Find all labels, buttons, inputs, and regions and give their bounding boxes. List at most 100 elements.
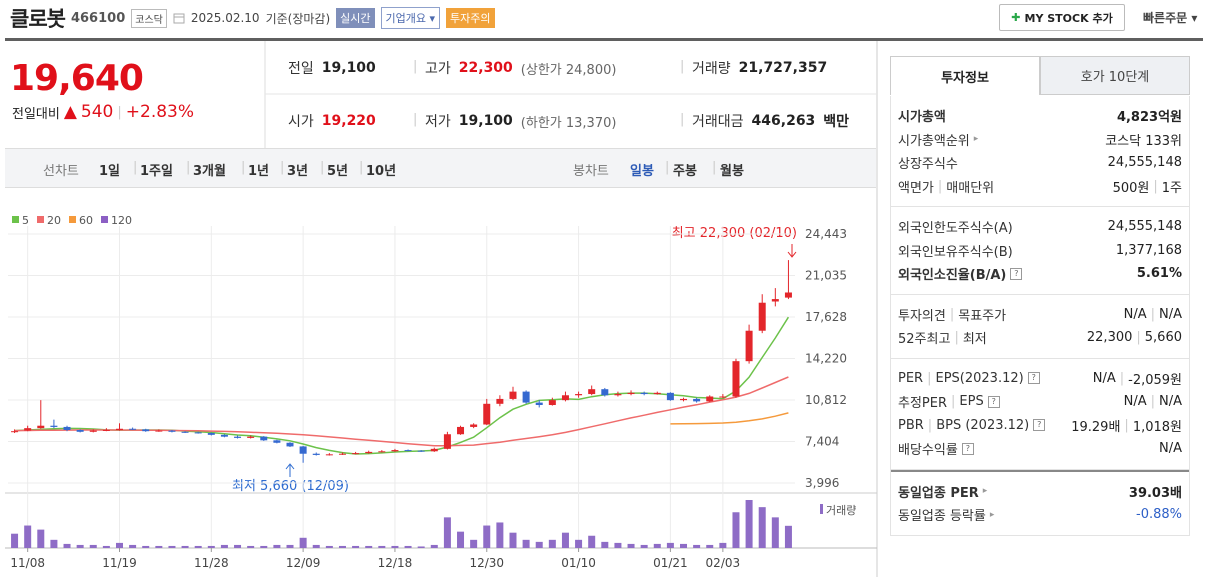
info-label: 투자의견 — [898, 308, 946, 324]
candle-body — [286, 442, 294, 447]
legend-swatch — [69, 216, 76, 223]
stock-name: 클로봇 — [10, 7, 66, 31]
info-value: N/A — [1159, 441, 1182, 457]
separator: | — [927, 370, 932, 386]
badge[interactable]: 투자주의 — [446, 8, 495, 28]
volume-bar — [234, 544, 242, 548]
quote-value: 22,300 — [458, 60, 513, 76]
candle-body — [194, 432, 202, 434]
info-label: 외국인한도주식수(A) — [898, 221, 1013, 237]
info-label: 최저 — [962, 332, 987, 348]
top-rule — [5, 38, 1203, 41]
volume-bar — [483, 525, 491, 548]
volume-legend-swatch — [820, 504, 823, 514]
quick-order[interactable]: 빠른주문 ▾ — [1143, 11, 1198, 25]
help-icon[interactable]: ? — [961, 442, 974, 455]
quote-cell: 거래량 21,727,357 — [692, 58, 827, 78]
info-value-wrap: 1,377,168 — [1116, 243, 1182, 258]
period-tab[interactable]: 10년 — [366, 164, 397, 179]
price: 19,640 — [10, 58, 144, 99]
link-icon[interactable]: ▸ — [989, 509, 995, 520]
period-tab[interactable]: 3개월 — [193, 164, 226, 179]
candle-body — [76, 429, 84, 432]
info-value: 500원 — [1112, 180, 1150, 196]
period-tab[interactable]: 주봉 — [673, 164, 697, 179]
volume-bar — [365, 545, 373, 548]
quote-value: 19,220 — [321, 113, 376, 129]
period-tab[interactable]: 1년 — [248, 164, 270, 179]
separator: | — [186, 160, 191, 175]
candle-body — [430, 448, 438, 452]
candle-body — [181, 431, 189, 433]
legend-label: 20 — [47, 214, 61, 227]
tab-group-label: 봉차트 — [573, 164, 609, 179]
up-icon: ▲ — [63, 102, 77, 122]
candle-body — [522, 391, 530, 403]
help-icon[interactable]: ? — [987, 395, 1000, 408]
info-value: 19.29배 — [1071, 419, 1121, 435]
info-value-wrap: N/A | N/A — [1124, 394, 1182, 409]
separator: | — [712, 160, 717, 175]
candle-body — [234, 436, 242, 438]
info-row: 동일업종 PER ▸ 39.03배 — [898, 480, 1182, 504]
tab[interactable]: 투자정보 — [890, 56, 1040, 95]
badge[interactable]: 기업개요 ▾ — [380, 7, 441, 29]
volume-bar — [614, 542, 622, 548]
y-tick-label: 24,443 — [805, 227, 847, 241]
market: 코스닥 — [131, 8, 167, 28]
candle-body — [601, 389, 609, 396]
info-label-wrap: 외국인한도주식수(A) — [898, 217, 1013, 236]
legend-label: 60 — [79, 214, 93, 227]
info-value: N/A — [1123, 306, 1147, 322]
period-tab[interactable]: 1일 — [99, 164, 121, 179]
volume-bar — [653, 543, 661, 548]
volume-legend-label: 거래량 — [826, 504, 856, 517]
volume-bar — [89, 544, 97, 548]
info-value-wrap: -0.88% — [1136, 507, 1182, 522]
volume-bar — [129, 544, 137, 548]
candle-body — [391, 450, 399, 452]
candle-body — [719, 396, 727, 398]
help-icon[interactable]: ? — [1027, 372, 1040, 385]
badge[interactable]: 실시간 — [336, 8, 375, 28]
candle-body — [102, 429, 110, 431]
link-icon[interactable]: ▸ — [973, 134, 979, 145]
help-icon[interactable]: ? — [1033, 419, 1046, 432]
period-tab[interactable]: 3년 — [287, 164, 309, 179]
volume-bar — [142, 545, 150, 548]
info-value: 24,555,148 — [1107, 155, 1182, 171]
volume-bar — [286, 544, 294, 548]
period-tab[interactable]: 1주일 — [140, 164, 173, 179]
info-row: 상장주식수 24,555,148 — [898, 151, 1182, 175]
link-icon[interactable]: ▸ — [982, 486, 988, 497]
info-label-wrap: 액면가 | 매매단위 — [898, 177, 994, 196]
my-stock-button[interactable]: ✚ MY STOCK 추가 — [999, 4, 1125, 31]
volume-bar — [575, 539, 583, 548]
ma-line — [14, 376, 789, 447]
info-value-wrap: 19.29배 | 1,018원 — [1071, 416, 1182, 435]
quote-note: (하한가 13,370) — [520, 115, 617, 131]
period-tab[interactable]: 일봉 — [630, 164, 654, 179]
max-arrow-head — [787, 251, 797, 258]
info-label: 배당수익률 — [898, 443, 958, 459]
info-label: EPS(2023.12) — [935, 370, 1024, 386]
volume-bar — [771, 517, 779, 548]
stock-code: 466100 — [70, 10, 126, 26]
candle-body — [365, 451, 373, 454]
candle-body — [457, 426, 465, 435]
header: 클로봇 466100 코스닥 2025.02.10 기준(장마감) 실시간 기업… — [10, 4, 495, 32]
info-label-wrap: 52주최고 | 최저 — [898, 328, 987, 347]
y-tick-label: 14,220 — [805, 351, 847, 365]
separator: | — [680, 112, 685, 127]
info-label: 시가총액 — [898, 110, 946, 126]
x-tick-label: 11/28 — [194, 556, 229, 570]
info-group: PER | EPS(2023.12)? N/A | -2,059원 추정PER | EPS? N/… — [891, 359, 1189, 470]
help-icon[interactable]: ? — [1010, 267, 1023, 280]
period-tab[interactable]: 5년 — [327, 164, 349, 179]
period-tab[interactable]: 월봉 — [720, 164, 744, 179]
candle-body — [443, 434, 451, 449]
volume-bar — [220, 544, 228, 548]
tab[interactable]: 호가 10단계 — [1040, 56, 1190, 95]
info-value-wrap: 코스닥 133위 — [1105, 130, 1182, 149]
